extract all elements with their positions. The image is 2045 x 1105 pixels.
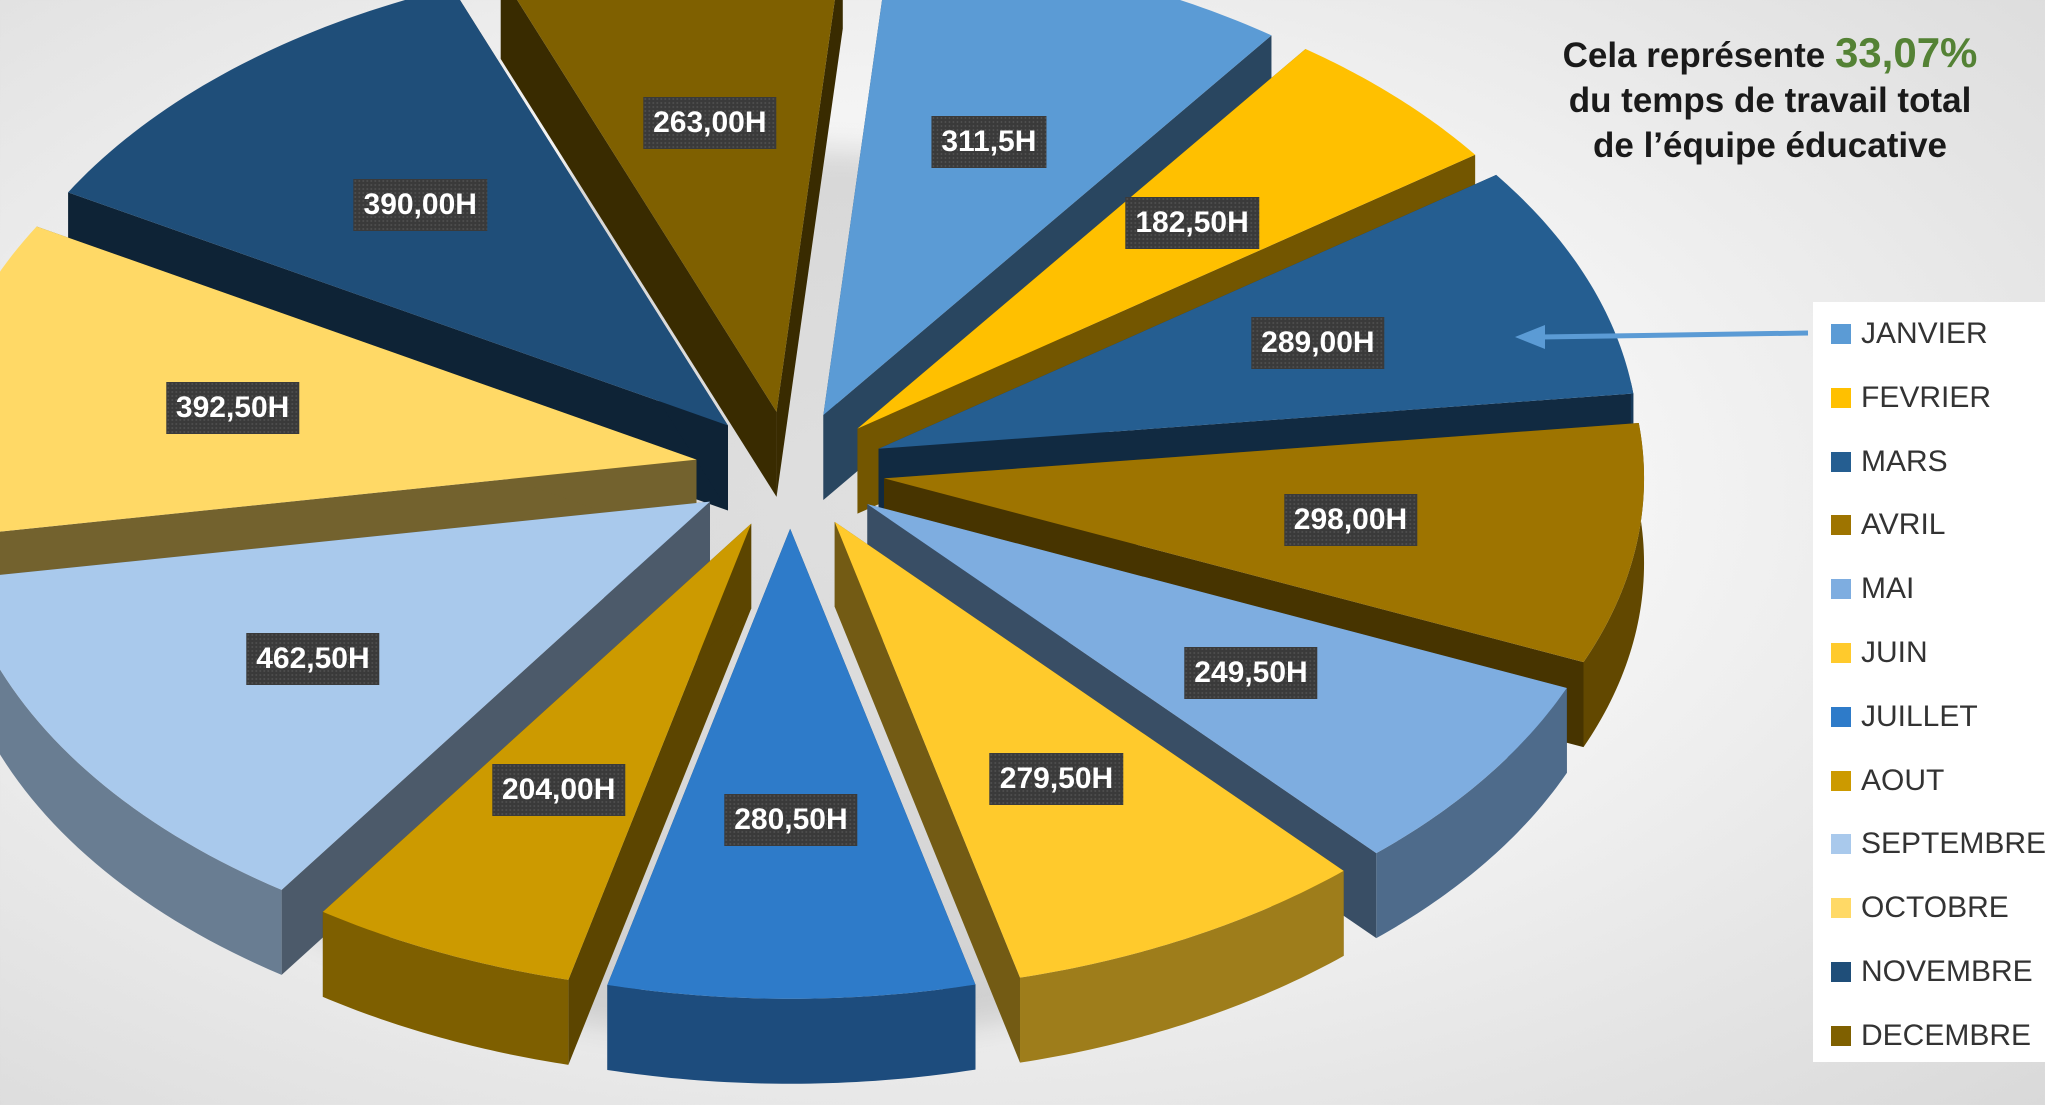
legend-label: MAI <box>1861 572 1915 606</box>
legend-item-octobre: OCTOBRE <box>1831 888 2009 928</box>
annotation: Cela représente 33,07% du temps de trava… <box>1500 30 2040 168</box>
legend-swatch <box>1831 1025 1851 1046</box>
annotation-line-2: du temps de travail total <box>1568 81 1972 120</box>
annotation-line-3: de l’équipe éducative <box>1593 126 1947 165</box>
value-label-decembre: 263,00H <box>643 97 777 150</box>
legend-label: JANVIER <box>1861 317 1988 350</box>
value-label-novembre: 390,00H <box>353 178 487 231</box>
slice-juin <box>834 521 1344 1063</box>
legend-label: OCTOBRE <box>1861 891 2009 925</box>
legend-item-fevrier: FEVRIER <box>1831 378 1991 418</box>
annotation-percent: 33,07% <box>1834 29 1978 76</box>
legend-swatch <box>1831 770 1851 791</box>
annotation-prefix: Cela représente <box>1562 36 1826 75</box>
legend-swatch <box>1831 451 1851 472</box>
legend-item-mars: MARS <box>1831 442 1948 482</box>
legend-item-mai: MAI <box>1831 569 1914 609</box>
value-label-septembre: 462,50H <box>246 632 380 685</box>
legend-label: SEPTEMBRE <box>1861 827 2045 861</box>
legend-item-decembre: DECEMBRE <box>1831 1016 2031 1056</box>
legend-label: DECEMBRE <box>1861 1018 2032 1052</box>
legend-swatch <box>1831 515 1851 536</box>
value-label-juin: 279,50H <box>989 752 1124 805</box>
legend-swatch <box>1831 643 1851 663</box>
value-label-aout: 204,00H <box>491 763 626 816</box>
legend-label: JUIN <box>1861 636 1928 669</box>
legend-swatch <box>1831 962 1851 982</box>
legend-swatch <box>1831 579 1851 600</box>
legend-swatch <box>1831 387 1851 408</box>
value-label-avril: 298,00H <box>1283 493 1418 546</box>
slice-aout <box>322 523 752 1065</box>
legend-item-avril: AVRIL <box>1831 505 1945 545</box>
legend-label: NOVEMBRE <box>1861 955 2033 988</box>
legend-swatch <box>1831 898 1851 919</box>
legend-item-juillet: JUILLET <box>1831 697 1978 737</box>
legend-item-septembre: SEPTEMBRE <box>1831 824 2045 864</box>
legend-label: MARS <box>1861 444 1948 478</box>
legend-item-novembre: NOVEMBRE <box>1831 952 2033 992</box>
slice-juillet <box>607 528 976 1084</box>
legend: JANVIER FEVRIER MARS AVRIL MAI JUIN JUILLET AOU… <box>1813 302 2045 1062</box>
legend-item-janvier: JANVIER <box>1831 314 1988 354</box>
value-label-octobre: 392,50H <box>165 382 300 435</box>
legend-label: JUILLET <box>1861 699 1978 733</box>
legend-label: AOUT <box>1861 763 1945 797</box>
legend-swatch <box>1831 834 1851 855</box>
value-label-fevrier: 182,50H <box>1125 197 1259 250</box>
value-label-mai: 249,50H <box>1184 647 1318 700</box>
legend-item-aout: AOUT <box>1831 761 1944 801</box>
value-label-juillet: 280,50H <box>724 794 858 847</box>
legend-swatch <box>1831 706 1851 727</box>
value-label-janvier: 311,5H <box>931 116 1047 169</box>
legend-label: AVRIL <box>1861 508 1946 542</box>
legend-swatch <box>1831 324 1851 344</box>
legend-item-juin: JUIN <box>1831 633 1928 673</box>
legend-label: FEVRIER <box>1861 380 1992 414</box>
value-label-mars: 289,00H <box>1251 317 1385 370</box>
